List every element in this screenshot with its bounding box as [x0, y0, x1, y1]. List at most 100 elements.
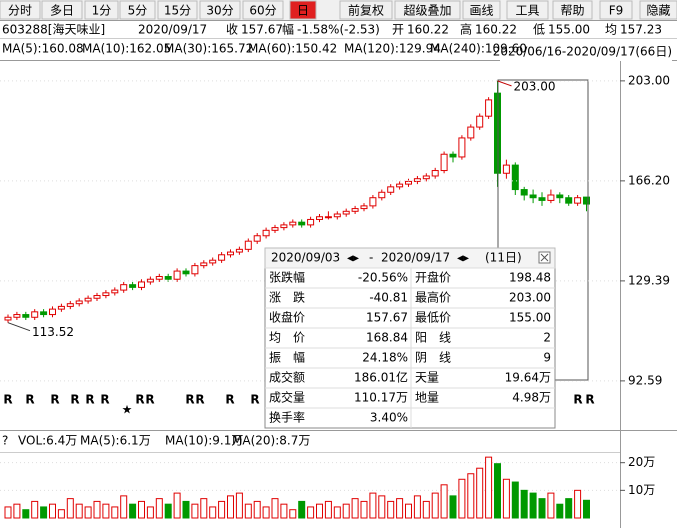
toolbar-label[interactable]: 15分 [164, 4, 191, 18]
toolbar-label[interactable]: 超级叠加 [403, 3, 451, 18]
ma-legend: MA(5):160.08 [2, 42, 84, 56]
stock-code: 603288[海天味业] [2, 22, 105, 37]
candle [40, 309, 48, 318]
toolbar-label[interactable]: F9 [609, 4, 624, 18]
toolbar-button[interactable] [552, 0, 593, 20]
volume-bar [146, 506, 154, 519]
candle [138, 279, 145, 291]
volume-bar [84, 506, 92, 519]
stat-label: 均 价 [269, 331, 305, 345]
toolbar-label[interactable]: 5分 [128, 4, 148, 18]
volume-bar [431, 492, 439, 519]
toolbar-button[interactable] [157, 0, 198, 20]
candle [13, 311, 21, 320]
candle-body [333, 213, 341, 218]
candle-body [4, 316, 12, 321]
candle-body [422, 175, 430, 180]
volume-bar [289, 509, 297, 519]
candle [502, 159, 510, 179]
toolbar-label[interactable]: 分时 [8, 4, 32, 18]
toolbar-button[interactable] [339, 0, 393, 20]
high-label: 203.00 [514, 79, 556, 93]
ma-legend: MA(120):129.94 [344, 42, 441, 56]
candle [405, 178, 412, 187]
candle-body [413, 178, 421, 182]
candle-body [538, 197, 546, 201]
toolbar-button[interactable] [462, 0, 501, 20]
toolbar-button[interactable] [639, 0, 677, 20]
quote-label: 收 [226, 23, 238, 37]
volume-bar [413, 495, 421, 519]
toolbar-label[interactable]: 前复权 [348, 3, 384, 18]
candle [467, 124, 475, 141]
volume-bar [4, 506, 12, 519]
event-marker: R [250, 393, 259, 407]
volume-bar [13, 503, 21, 519]
candle-body [520, 189, 528, 196]
candle-body [378, 191, 386, 199]
low-label: 113.52 [32, 325, 74, 339]
toolbar-label[interactable]: 多日 [50, 4, 74, 18]
volume-bar [22, 509, 30, 519]
volume-bar [360, 500, 368, 519]
candle [333, 211, 341, 220]
volume-bar [138, 500, 145, 519]
toolbar-button[interactable] [199, 0, 241, 20]
toolbar-button[interactable] [394, 0, 461, 20]
volume-bar [556, 503, 564, 519]
toolbar-button[interactable] [506, 0, 549, 20]
candle [360, 203, 368, 212]
candle-body [93, 295, 101, 299]
candle [529, 189, 537, 204]
toolbar-label[interactable]: 工具 [515, 4, 539, 18]
toolbar-label[interactable]: 30分 [206, 4, 233, 18]
toolbar-button[interactable] [242, 0, 284, 20]
event-marker: R [50, 393, 59, 407]
candle-body [511, 164, 519, 191]
event-marker: R [195, 393, 204, 407]
range-label: 2020/06/16-2020/09/17(66日) [493, 45, 672, 59]
toolbar-label[interactable]: 隐藏 [646, 4, 670, 18]
toolbar-button[interactable] [84, 0, 119, 20]
candle-body [529, 194, 537, 199]
volume-bar [351, 498, 359, 519]
volume-bar [227, 495, 234, 519]
quote-label: 幅 [282, 22, 294, 37]
stat-value: -40.81 [369, 291, 408, 305]
candle [22, 311, 30, 320]
event-marker: R [573, 393, 582, 407]
candle [387, 184, 395, 195]
candle-body [360, 205, 368, 210]
high-pointer [497, 80, 512, 87]
volume-bar [458, 478, 466, 519]
toolbar-label[interactable]: 1分 [92, 4, 112, 18]
candle-body [405, 180, 412, 185]
event-marker: R [225, 393, 234, 407]
toolbar-button[interactable] [289, 0, 317, 20]
candle-body [209, 259, 217, 264]
toolbar-label[interactable]: 60分 [249, 4, 276, 18]
quote-value: 155.00 [548, 23, 590, 37]
candle-body [253, 235, 261, 242]
volume-bar [307, 506, 315, 519]
candle-body [271, 227, 279, 231]
candle [307, 216, 315, 228]
candle [49, 306, 56, 318]
candle [369, 194, 377, 209]
toolbar-button[interactable] [599, 0, 633, 20]
toolbar-label[interactable]: 帮助 [560, 4, 584, 18]
candle [102, 290, 110, 299]
volume-bar [502, 478, 510, 519]
toolbar-label[interactable]: 画线 [469, 4, 493, 18]
volume-bar [467, 473, 475, 519]
toolbar-button[interactable] [119, 0, 156, 20]
toolbar-button[interactable] [0, 0, 41, 20]
volume-bar [316, 503, 323, 519]
quote-value: 157.67 [241, 23, 283, 37]
volume-bar [422, 500, 430, 519]
toolbar-button[interactable] [41, 0, 83, 20]
candle-body [227, 251, 234, 256]
low-pointer [7, 322, 31, 332]
toolbar-label[interactable]: 日 [297, 4, 309, 18]
candle-body [75, 300, 83, 305]
